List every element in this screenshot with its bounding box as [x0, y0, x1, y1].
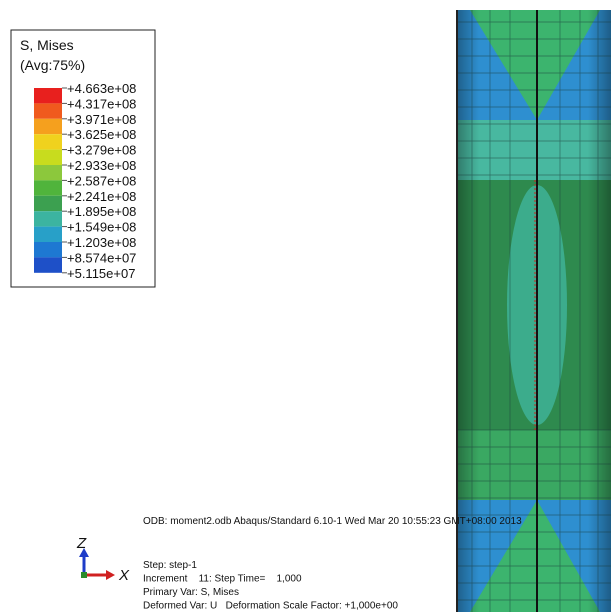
legend-swatch: [34, 257, 62, 272]
triad-x-label: X: [118, 567, 130, 584]
legend-label: +4.663e+08: [67, 81, 136, 96]
legend: +4.663e+08+4.317e+08+3.971e+08+3.625e+08…: [34, 81, 136, 281]
legend-label: +1.895e+08: [67, 204, 136, 219]
legend-label: +2.587e+08: [67, 173, 136, 188]
legend-label: +3.279e+08: [67, 143, 136, 158]
legend-swatch: [34, 180, 62, 195]
legend-swatch: [34, 211, 62, 226]
legend-label: +3.625e+08: [67, 127, 136, 142]
legend-label: +2.241e+08: [67, 189, 136, 204]
legend-label: +4.317e+08: [67, 96, 136, 111]
step-info: Step: step-1 Increment 11: Step Time= 1,0…: [143, 560, 398, 612]
legend-swatch: [34, 196, 62, 211]
triad-origin: [81, 572, 87, 578]
legend-swatch: [34, 119, 62, 134]
legend-swatch: [34, 103, 62, 118]
triad-z-label: Z: [76, 535, 87, 552]
legend-label: +1.549e+08: [67, 220, 136, 235]
info-line: Increment 11: Step Time= 1,000: [143, 574, 302, 585]
legend-swatch: [34, 165, 62, 180]
viewport: S, Mises (Avg:75%) +4.663e+08+4.317e+08+…: [0, 0, 611, 612]
legend-title: S, Mises: [20, 37, 74, 53]
info-line: Deformed Var: U Deformation Scale Factor…: [143, 601, 398, 612]
legend-swatch: [34, 227, 62, 242]
legend-label: +5.115e+07: [67, 266, 135, 281]
legend-swatch: [34, 134, 62, 149]
legend-swatch: [34, 150, 62, 165]
info-line: Step: step-1: [143, 560, 197, 571]
legend-label: +8.574e+07: [67, 250, 136, 265]
legend-label: +1.203e+08: [67, 235, 136, 250]
legend-swatch: [34, 242, 62, 257]
odb-info: ODB: moment2.odb Abaqus/Standard 6.10-1 …: [143, 516, 522, 527]
axis-triad: Z X: [76, 535, 130, 584]
legend-label: +3.971e+08: [67, 112, 136, 127]
info-line: Primary Var: S, Mises: [143, 587, 239, 598]
page: S, Mises (Avg:75%) +4.663e+08+4.317e+08+…: [0, 0, 611, 612]
legend-label: +2.933e+08: [67, 158, 136, 173]
legend-swatch: [34, 88, 62, 103]
triad-x-head: [106, 570, 115, 580]
legend-subtitle: (Avg:75%): [20, 57, 85, 73]
